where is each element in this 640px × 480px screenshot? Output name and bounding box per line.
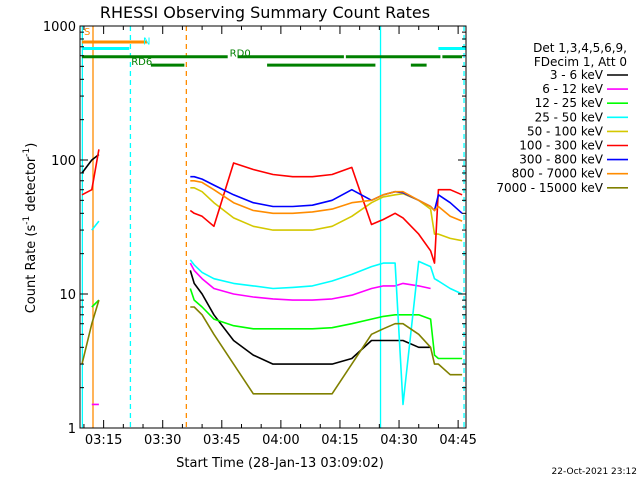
legend-label-7: 800 - 7000 keV <box>512 167 604 181</box>
y-axis-label-exp1: -1 <box>22 216 32 225</box>
y-tick-label-1: 10 <box>59 288 76 303</box>
series-line-4 <box>190 187 463 242</box>
legend: Det 1,3,4,5,6,9, FDecim 1, Att 0 3 - 6 k… <box>496 41 628 195</box>
y-axis-label-end: ) <box>24 143 39 148</box>
legend-label-3: 25 - 50 keV <box>535 110 604 124</box>
series-line-8 <box>81 299 463 395</box>
annotation-2: RD0 <box>230 49 251 60</box>
legend-label-0: 3 - 6 keV <box>550 68 604 82</box>
legend-label-6: 300 - 800 keV <box>519 153 603 167</box>
x-tick-label-3: 04:00 <box>262 433 299 448</box>
y-tick-label-0: 1 <box>68 422 76 437</box>
legend-label-8: 7000 - 15000 keV <box>496 181 603 195</box>
y-axis-label-base: Count Rate (s <box>24 225 39 314</box>
legend-header-line-2: FDecim 1, Att 0 <box>534 55 627 69</box>
y-axis-label-exp2: -1 <box>22 148 32 157</box>
x-axis-label: Start Time (28-Jan-13 03:09:02) <box>176 456 384 471</box>
legend-label-1: 6 - 12 keV <box>542 82 604 96</box>
plot-area: S N RD0 RD6 <box>81 26 466 428</box>
y-axis-label-mid: detector <box>24 156 39 216</box>
chart-title: RHESSI Observing Summary Count Rates <box>100 3 430 22</box>
x-tick-label-4: 04:15 <box>321 433 358 448</box>
annotation-3: RD6 <box>131 57 152 68</box>
plot-frame: 1 10 100 1000 03:15 03:30 03:45 04:00 04:15 04:30… <box>43 20 477 448</box>
series-line-3 <box>91 220 463 406</box>
series-line-2 <box>91 288 463 360</box>
series-line-5 <box>81 149 463 264</box>
legend-label-4: 50 - 100 keV <box>527 124 604 138</box>
annotation-0: S <box>84 27 90 38</box>
legend-label-5: 100 - 300 keV <box>519 139 603 153</box>
legend-header-line-1: Det 1,3,4,5,6,9, <box>533 41 627 55</box>
y-tick-label-2: 100 <box>51 154 76 169</box>
footer-date: 22-Oct-2021 23:12 <box>552 467 637 477</box>
legend-label-2: 12 - 25 keV <box>535 96 604 110</box>
series-line-0 <box>81 153 431 365</box>
x-tick-label-0: 03:15 <box>85 433 122 448</box>
x-tick-label-6: 04:45 <box>439 433 476 448</box>
series-line-6 <box>190 175 463 214</box>
y-tick-label-3: 1000 <box>43 20 76 35</box>
series-line-1 <box>91 262 431 406</box>
y-axis-label: Count Rate (s-1 detector-1) <box>22 143 39 314</box>
series-line-7 <box>190 180 463 222</box>
x-tick-label-1: 03:30 <box>144 433 181 448</box>
x-tick-label-5: 04:30 <box>380 433 417 448</box>
plot-border <box>79 25 467 429</box>
x-tick-label-2: 03:45 <box>203 433 240 448</box>
annotation-1: N <box>143 36 150 47</box>
